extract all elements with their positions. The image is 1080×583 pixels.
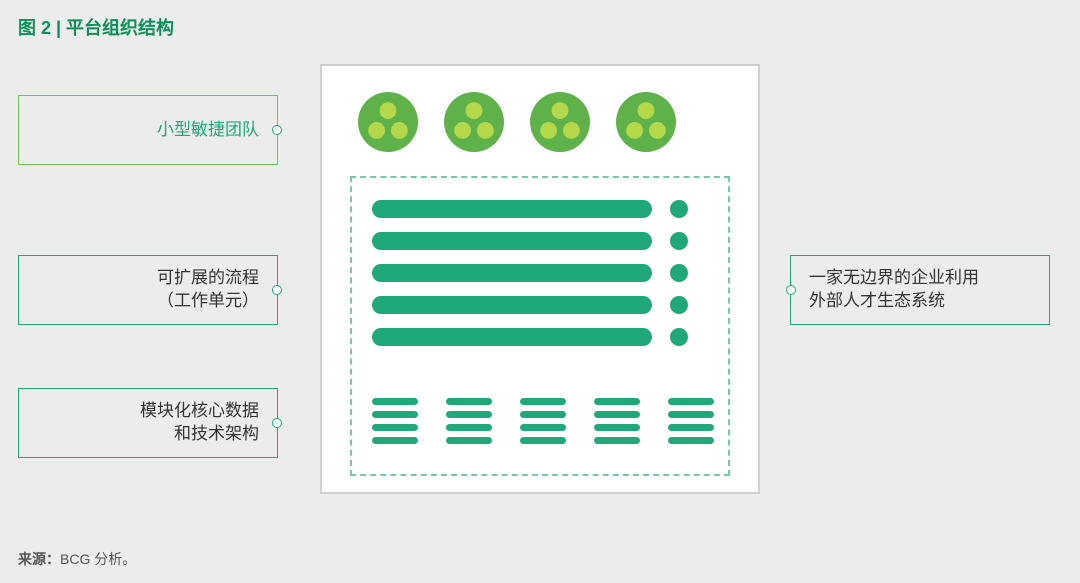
module-line	[668, 411, 714, 418]
connector-dot	[786, 285, 796, 295]
process-bar	[372, 200, 652, 218]
source-line: 来源：BCG 分析。	[18, 549, 136, 569]
module-line	[372, 437, 418, 444]
module-line	[520, 437, 566, 444]
module-line	[594, 411, 640, 418]
process-bar-dot	[670, 200, 688, 218]
module-line	[372, 411, 418, 418]
figure-title: 图 2 | 平台组织结构	[18, 14, 174, 40]
process-bar-dot	[670, 232, 688, 250]
process-bar-dot	[670, 328, 688, 346]
process-bars-group	[372, 200, 688, 346]
agile-teams-row	[358, 92, 676, 152]
label-agile-teams-text: 小型敏捷团队	[157, 119, 259, 142]
module-line	[520, 424, 566, 431]
process-bar	[372, 296, 652, 314]
module-line	[594, 437, 640, 444]
module-line	[446, 437, 492, 444]
modules-row	[372, 398, 714, 444]
process-bar-row	[372, 200, 688, 218]
module-line	[372, 398, 418, 405]
module-column	[594, 398, 640, 444]
module-line	[668, 424, 714, 431]
label-boundaryless-enterprise: 一家无边界的企业利用外部人才生态系统	[790, 255, 1050, 325]
module-line	[594, 424, 640, 431]
source-value: BCG 分析。	[60, 551, 136, 567]
module-line	[668, 437, 714, 444]
module-column	[668, 398, 714, 444]
process-bar	[372, 264, 652, 282]
module-line	[446, 398, 492, 405]
connector-dot	[272, 418, 282, 428]
module-line	[668, 398, 714, 405]
module-column	[446, 398, 492, 444]
module-line	[520, 411, 566, 418]
label-modular-arch-text: 模块化核心数据和技术架构	[140, 400, 259, 446]
module-column	[372, 398, 418, 444]
connector-dot	[272, 285, 282, 295]
label-modular-arch: 模块化核心数据和技术架构	[18, 388, 278, 458]
label-boundaryless-text: 一家无边界的企业利用外部人才生态系统	[809, 267, 979, 313]
process-bar	[372, 328, 652, 346]
team-circle-icon	[358, 92, 418, 152]
label-scalable-process: 可扩展的流程（工作单元）	[18, 255, 278, 325]
source-label: 来源：	[18, 551, 60, 567]
figure-title-text: 图 2 | 平台组织结构	[18, 18, 174, 38]
team-circle-icon	[444, 92, 504, 152]
process-bar-dot	[670, 296, 688, 314]
module-line	[520, 398, 566, 405]
module-line	[446, 411, 492, 418]
process-bar-row	[372, 264, 688, 282]
team-circle-icon	[530, 92, 590, 152]
module-line	[372, 424, 418, 431]
team-circle-icon	[616, 92, 676, 152]
module-line	[594, 398, 640, 405]
process-bar-dot	[670, 264, 688, 282]
connector-dot	[272, 125, 282, 135]
process-bar-row	[372, 232, 688, 250]
process-bar	[372, 232, 652, 250]
process-bar-row	[372, 296, 688, 314]
module-line	[446, 424, 492, 431]
module-column	[520, 398, 566, 444]
label-agile-teams: 小型敏捷团队	[18, 95, 278, 165]
process-bar-row	[372, 328, 688, 346]
label-scalable-process-text: 可扩展的流程（工作单元）	[157, 267, 259, 313]
